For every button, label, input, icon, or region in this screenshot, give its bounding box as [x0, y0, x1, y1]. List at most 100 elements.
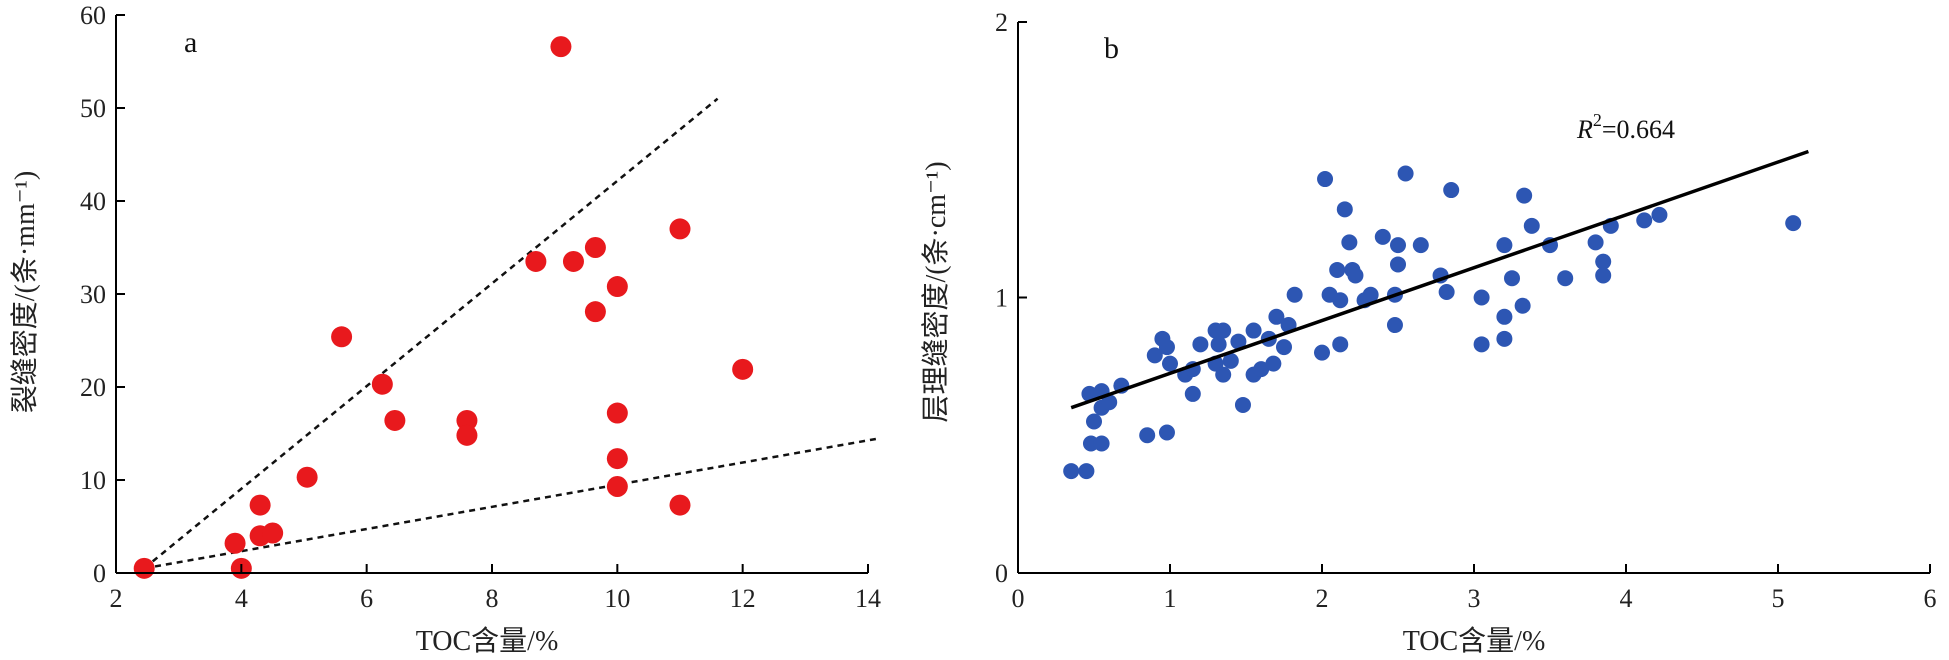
y-tick-label: 0 — [995, 559, 1008, 588]
x-tick-label: 14 — [855, 584, 881, 613]
data-point — [1158, 339, 1175, 356]
guide-lines-a — [143, 97, 881, 570]
dashed-guide-line — [143, 436, 881, 570]
scatter-panel-a: 2 4 6 8 10 12 14 0 10 20 30 40 50 60 a TOC含量/% 裂缝密度/… — [9, 1, 881, 657]
y-ticks-b: 0 1 2 — [995, 8, 1027, 588]
y-axis-label-a: 裂缝密度/(条·mm⁻¹) — [9, 171, 41, 414]
axes-a — [115, 15, 868, 574]
data-point — [1063, 463, 1080, 480]
x-tick-label: 1 — [1164, 584, 1177, 613]
data-point — [384, 409, 406, 431]
data-point — [1086, 413, 1102, 430]
x-tick-label: 6 — [360, 584, 373, 613]
x-tick-label: 12 — [730, 584, 756, 613]
data-point — [1595, 253, 1612, 270]
y-tick-label: 40 — [80, 187, 106, 216]
data-point — [1473, 289, 1490, 306]
data-point — [1341, 234, 1358, 251]
data-point — [1215, 322, 1232, 339]
data-point — [1438, 283, 1455, 300]
panel-label-b: b — [1104, 32, 1119, 65]
points-a — [133, 36, 754, 579]
data-point — [1222, 352, 1239, 369]
data-point — [1390, 237, 1406, 254]
data-point — [1192, 336, 1209, 353]
data-point — [1234, 396, 1251, 413]
data-point — [1516, 187, 1533, 204]
data-point — [1139, 427, 1156, 444]
x-tick-label: 3 — [1468, 584, 1481, 613]
x-ticks-a: 2 4 6 8 10 12 14 — [110, 564, 881, 613]
data-point — [606, 476, 628, 498]
x-tick-label: 8 — [486, 584, 499, 613]
data-point — [296, 466, 318, 488]
data-point — [1595, 267, 1612, 284]
data-point — [1362, 286, 1379, 303]
x-tick-label: 4 — [235, 584, 248, 613]
data-point — [550, 36, 572, 58]
data-point — [1253, 361, 1270, 378]
regression-line — [1070, 149, 1809, 410]
data-point — [606, 448, 628, 470]
data-point — [1557, 270, 1574, 287]
x-axis-label-b: TOC含量/% — [1403, 625, 1546, 657]
data-point — [1374, 228, 1391, 245]
data-point — [1443, 182, 1460, 199]
data-point — [456, 424, 478, 446]
x-tick-label: 4 — [1620, 584, 1633, 613]
data-point — [1651, 206, 1668, 223]
y-axis-label-b: 层理缝密度/(条·cm⁻¹) — [920, 161, 952, 422]
data-point — [1390, 256, 1406, 273]
data-point — [1162, 355, 1178, 372]
data-point — [1496, 237, 1513, 254]
data-point — [584, 301, 606, 323]
data-point — [1081, 385, 1098, 402]
data-point — [1473, 336, 1490, 353]
data-point — [1496, 330, 1513, 347]
r-squared-value: =0.664 — [1602, 115, 1675, 144]
data-point — [732, 358, 754, 380]
data-point — [1332, 336, 1349, 353]
data-point — [1093, 435, 1110, 452]
data-point — [1514, 297, 1531, 314]
data-point — [1785, 215, 1802, 232]
data-point — [1329, 261, 1346, 278]
data-point — [456, 409, 478, 431]
data-point — [1397, 165, 1414, 182]
data-point — [584, 237, 606, 258]
data-point — [1230, 333, 1247, 350]
data-point — [262, 522, 284, 544]
y-tick-label: 20 — [80, 373, 106, 402]
y-ticks-a: 0 10 20 30 40 50 60 — [80, 1, 125, 588]
data-point — [1158, 424, 1175, 441]
panel-label-a: a — [184, 26, 197, 59]
x-tick-label: 0 — [1012, 584, 1025, 613]
r-symbol: R — [1576, 115, 1593, 144]
y-tick-label: 50 — [80, 94, 106, 123]
data-point — [1496, 308, 1513, 325]
data-point — [1347, 267, 1364, 284]
x-tick-label: 2 — [1316, 584, 1329, 613]
data-point — [1523, 217, 1540, 234]
x-ticks-b: 0 1 2 3 4 5 6 — [1012, 564, 1937, 613]
y-tick-label: 10 — [80, 466, 106, 495]
data-point — [133, 557, 155, 579]
data-point — [669, 218, 691, 240]
data-point — [1286, 286, 1303, 303]
y-tick-label: 2 — [995, 8, 1008, 37]
y-tick-label: 60 — [80, 1, 106, 30]
data-point — [1276, 339, 1292, 356]
data-point — [224, 532, 246, 554]
x-tick-label: 2 — [110, 584, 123, 613]
data-point — [331, 326, 353, 348]
points-b — [1063, 165, 1802, 480]
data-point — [1245, 322, 1262, 339]
data-point — [1587, 234, 1604, 251]
data-point — [1265, 355, 1282, 372]
data-point — [1268, 308, 1285, 325]
fit-line-b — [1070, 149, 1809, 410]
data-point — [1386, 317, 1403, 334]
data-point — [606, 402, 628, 424]
